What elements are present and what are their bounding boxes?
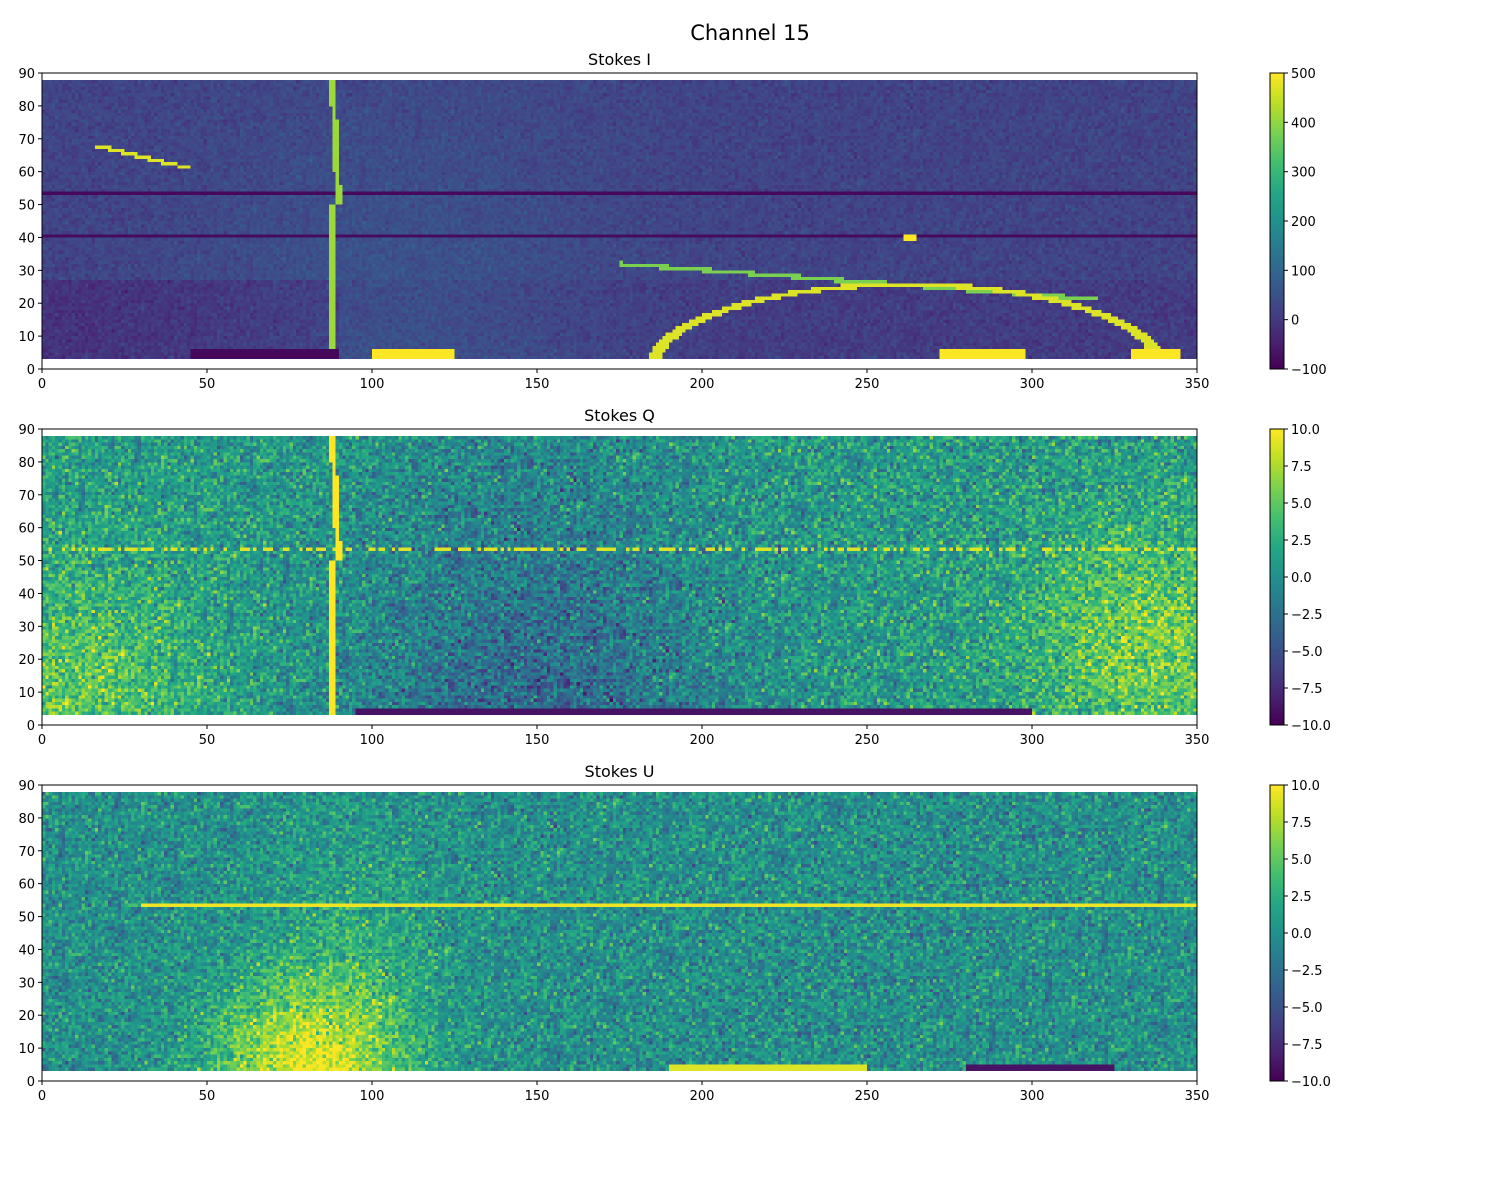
y-tick-label: 0 bbox=[27, 363, 35, 378]
y-tick-label: 40 bbox=[18, 587, 35, 602]
y-tick-label: 70 bbox=[18, 489, 35, 504]
colorbar-tick-label: 200 bbox=[1291, 215, 1316, 230]
x-tick-label: 150 bbox=[525, 377, 550, 392]
y-tick-label: 30 bbox=[18, 976, 35, 991]
y-tick-label: 50 bbox=[18, 199, 35, 214]
colorbar-tick-label: 10.0 bbox=[1291, 423, 1320, 438]
colorbar-2 bbox=[1270, 429, 1284, 725]
y-tick-label: 30 bbox=[18, 264, 35, 279]
x-tick-label: 150 bbox=[525, 1089, 550, 1104]
x-tick-label: 250 bbox=[855, 1089, 880, 1104]
y-tick-label: 80 bbox=[18, 100, 35, 115]
colorbar-tick-label: 400 bbox=[1291, 116, 1316, 131]
x-tick-label: 300 bbox=[1020, 1089, 1045, 1104]
y-tick-label: 10 bbox=[18, 686, 35, 701]
x-tick-label: 100 bbox=[360, 1089, 385, 1104]
colorbar-tick-label: −10.0 bbox=[1291, 719, 1331, 734]
colorbar-tick-label: 5.0 bbox=[1291, 853, 1312, 868]
x-tick-label: 200 bbox=[690, 1089, 715, 1104]
y-tick-label: 60 bbox=[18, 522, 35, 537]
x-tick-label: 350 bbox=[1185, 377, 1210, 392]
colorbar-tick-label: −2.5 bbox=[1291, 608, 1323, 623]
colorbar-tick-label: 0 bbox=[1291, 314, 1299, 329]
y-tick-label: 10 bbox=[18, 330, 35, 345]
axes-frame-2 bbox=[41, 428, 1198, 726]
colorbar-tick-label: 7.5 bbox=[1291, 816, 1312, 831]
colorbar-frame-3 bbox=[1269, 784, 1285, 1082]
heatmap-2 bbox=[42, 435, 1197, 716]
colorbar-tick-label: 5.0 bbox=[1291, 497, 1312, 512]
x-tick-label: 350 bbox=[1185, 1089, 1210, 1104]
colorbar-tick-label: 2.5 bbox=[1291, 890, 1312, 905]
x-tick-label: 250 bbox=[855, 733, 880, 748]
colorbar-tick-label: 0.0 bbox=[1291, 571, 1312, 586]
colorbar-tick-label: 0.0 bbox=[1291, 927, 1312, 942]
x-tick-label: 100 bbox=[360, 377, 385, 392]
x-tick-label: 200 bbox=[690, 377, 715, 392]
colorbar-tick-label: 10.0 bbox=[1291, 779, 1320, 794]
panel-title-3: Stokes U bbox=[585, 762, 655, 781]
colorbar-tick-label: 100 bbox=[1291, 264, 1316, 279]
y-tick-label: 90 bbox=[18, 67, 35, 82]
colorbar-tick-label: 7.5 bbox=[1291, 460, 1312, 475]
x-tick-label: 350 bbox=[1185, 733, 1210, 748]
y-tick-label: 40 bbox=[18, 943, 35, 958]
colorbar-frame-1 bbox=[1269, 72, 1285, 370]
y-tick-label: 90 bbox=[18, 423, 35, 438]
y-tick-label: 90 bbox=[18, 779, 35, 794]
y-tick-label: 60 bbox=[18, 166, 35, 181]
axes-frame-1 bbox=[41, 72, 1198, 370]
colorbar-tick-label: −7.5 bbox=[1291, 682, 1323, 697]
x-tick-label: 300 bbox=[1020, 377, 1045, 392]
x-tick-label: 50 bbox=[199, 1089, 216, 1104]
y-tick-label: 50 bbox=[18, 555, 35, 570]
colorbar-tick-label: −10.0 bbox=[1291, 1075, 1331, 1090]
x-tick-label: 100 bbox=[360, 733, 385, 748]
x-tick-label: 0 bbox=[38, 377, 46, 392]
figure-title: Channel 15 bbox=[690, 21, 810, 45]
panel-title-2: Stokes Q bbox=[584, 406, 655, 425]
y-tick-label: 0 bbox=[27, 1075, 35, 1090]
x-tick-label: 300 bbox=[1020, 733, 1045, 748]
x-tick-label: 0 bbox=[38, 733, 46, 748]
panel-title-1: Stokes I bbox=[588, 50, 651, 69]
y-tick-label: 0 bbox=[27, 719, 35, 734]
y-tick-label: 80 bbox=[18, 812, 35, 827]
colorbar-tick-label: −100 bbox=[1291, 363, 1327, 378]
x-tick-label: 200 bbox=[690, 733, 715, 748]
heatmap-3 bbox=[42, 791, 1197, 1072]
colorbar-tick-label: −5.0 bbox=[1291, 645, 1323, 660]
y-tick-label: 20 bbox=[18, 1009, 35, 1024]
y-tick-label: 50 bbox=[18, 911, 35, 926]
x-tick-label: 50 bbox=[199, 377, 216, 392]
y-tick-label: 70 bbox=[18, 133, 35, 148]
axes-frame-3 bbox=[41, 784, 1198, 1082]
x-tick-label: 50 bbox=[199, 733, 216, 748]
y-tick-label: 60 bbox=[18, 878, 35, 893]
y-tick-label: 10 bbox=[18, 1042, 35, 1057]
colorbar-tick-label: −7.5 bbox=[1291, 1038, 1323, 1053]
y-tick-label: 80 bbox=[18, 456, 35, 471]
y-tick-label: 30 bbox=[18, 620, 35, 635]
y-tick-label: 40 bbox=[18, 231, 35, 246]
colorbar-tick-label: 300 bbox=[1291, 166, 1316, 181]
x-tick-label: 250 bbox=[855, 377, 880, 392]
colorbar-tick-label: −5.0 bbox=[1291, 1001, 1323, 1016]
heatmap-1 bbox=[42, 79, 1197, 360]
x-tick-label: 0 bbox=[38, 1089, 46, 1104]
colorbar-1 bbox=[1270, 73, 1284, 369]
x-tick-label: 150 bbox=[525, 733, 550, 748]
y-tick-label: 70 bbox=[18, 845, 35, 860]
colorbar-frame-2 bbox=[1269, 428, 1285, 726]
colorbar-tick-label: 2.5 bbox=[1291, 534, 1312, 549]
colorbar-3 bbox=[1270, 785, 1284, 1081]
y-tick-label: 20 bbox=[18, 653, 35, 668]
y-tick-label: 20 bbox=[18, 297, 35, 312]
colorbar-tick-label: −2.5 bbox=[1291, 964, 1323, 979]
colorbar-tick-label: 500 bbox=[1291, 67, 1316, 82]
